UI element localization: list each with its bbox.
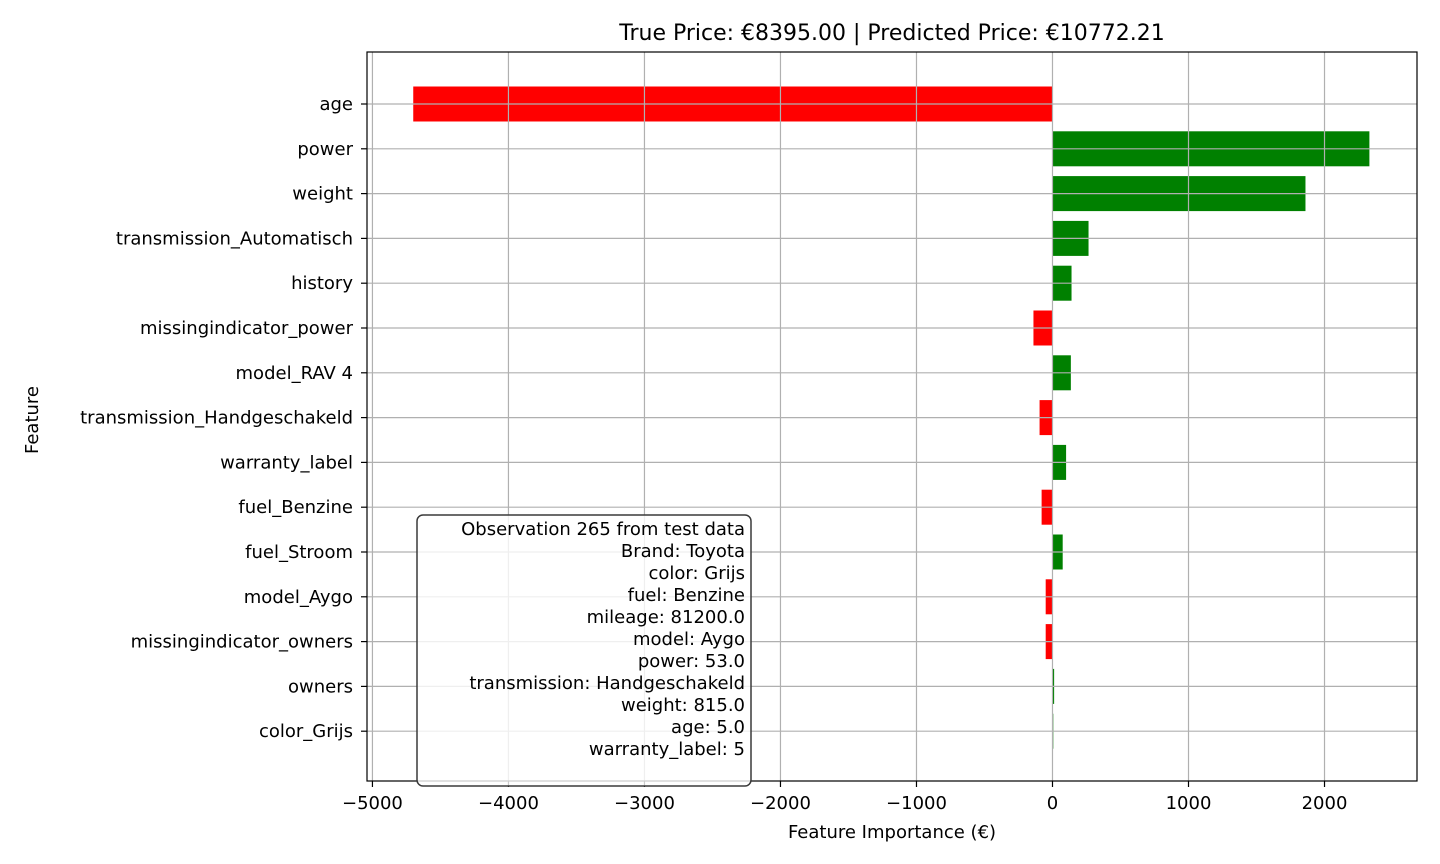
y-tick-label: fuel_Benzine <box>238 497 353 518</box>
annotation-line: power: 53.0 <box>638 651 745 672</box>
y-tick-label: weight <box>292 184 353 205</box>
x-tick-label: −5000 <box>342 793 403 814</box>
annotation-line: color: Grijs <box>648 563 745 584</box>
y-tick-label: transmission_Automatisch <box>116 228 353 249</box>
annotation-line: mileage: 81200.0 <box>587 607 745 628</box>
y-tick-label: color_Grijs <box>259 721 353 742</box>
annotation-box <box>416 514 752 787</box>
y-tick-label: power <box>297 139 353 160</box>
plot-area-frame <box>366 51 1418 782</box>
x-tick-label: −4000 <box>478 793 539 814</box>
annotation-line: warranty_label: 5 <box>589 739 745 760</box>
y-tick-label: fuel_Stroom <box>245 542 353 563</box>
x-tick-label: −1000 <box>886 793 947 814</box>
y-tick-label: history <box>291 273 353 294</box>
y-tick-label: model_Aygo <box>244 587 353 608</box>
y-axis-label: Feature <box>22 386 43 454</box>
x-tick-label: 0 <box>1047 793 1058 814</box>
grid-lines <box>367 52 1417 781</box>
annotation-line: age: 5.0 <box>671 717 745 738</box>
x-tick-label: −2000 <box>750 793 811 814</box>
y-tick-label: model_RAV 4 <box>236 363 353 384</box>
annotation-line: Observation 265 from test data <box>461 519 745 540</box>
x-axis-label: Feature Importance (€) <box>788 822 996 843</box>
y-tick-label: age <box>319 94 353 115</box>
y-tick-label: transmission_Handgeschakeld <box>80 408 353 429</box>
x-tick-label: 1000 <box>1166 793 1212 814</box>
y-tick-label: missingindicator_owners <box>131 632 353 653</box>
annotation-line: weight: 815.0 <box>621 695 745 716</box>
axis-ticks: −5000 −4000 −3000 −2000 −1000 0 1000 2000 age pow… <box>80 94 1347 814</box>
annotation-line: fuel: Benzine <box>628 585 745 606</box>
y-tick-label: warranty_label <box>220 452 353 473</box>
annotation-line: model: Aygo <box>633 629 745 650</box>
chart-title: True Price: €8395.00 | Predicted Price: … <box>618 21 1164 46</box>
y-tick-label: owners <box>288 676 353 697</box>
annotation-line: Brand: Toyota <box>621 541 745 562</box>
x-tick-label: 2000 <box>1302 793 1348 814</box>
x-tick-label: −3000 <box>614 793 675 814</box>
annotation-line: transmission: Handgeschakeld <box>469 673 745 694</box>
y-tick-label: missingindicator_power <box>140 318 354 339</box>
